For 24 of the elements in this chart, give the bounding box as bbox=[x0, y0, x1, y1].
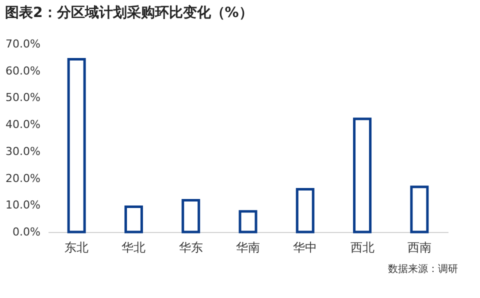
y-tick-label: 40.0% bbox=[6, 118, 40, 132]
x-tick-label: 华中 bbox=[293, 240, 318, 254]
chart-title: 图表2：分区域计划采购环比变化（%） bbox=[5, 4, 253, 21]
bar bbox=[182, 199, 200, 234]
x-tick-label: 东北 bbox=[64, 240, 89, 254]
y-tick-label: 10.0% bbox=[6, 198, 40, 212]
y-tick-label: 0.0% bbox=[12, 226, 40, 238]
bar bbox=[296, 188, 314, 234]
x-tick-label: 西北 bbox=[350, 240, 374, 254]
x-tick-label: 华南 bbox=[236, 240, 260, 254]
y-tick-label: 70.0% bbox=[6, 38, 40, 50]
source-note: 数据来源：调研 bbox=[388, 263, 458, 275]
y-tick-label: 60.0% bbox=[6, 64, 40, 78]
x-tick-label: 华北 bbox=[122, 240, 146, 254]
bar bbox=[67, 58, 86, 234]
x-tick-label: 西南 bbox=[407, 240, 432, 254]
bar bbox=[124, 206, 143, 234]
y-tick-label: 30.0% bbox=[6, 144, 40, 158]
x-tick-label: 华东 bbox=[178, 240, 203, 254]
bar bbox=[353, 118, 372, 234]
y-tick-label: 20.0% bbox=[6, 172, 40, 185]
bar bbox=[410, 186, 429, 234]
bar bbox=[238, 210, 258, 234]
y-tick-label: 50.0% bbox=[6, 91, 40, 104]
